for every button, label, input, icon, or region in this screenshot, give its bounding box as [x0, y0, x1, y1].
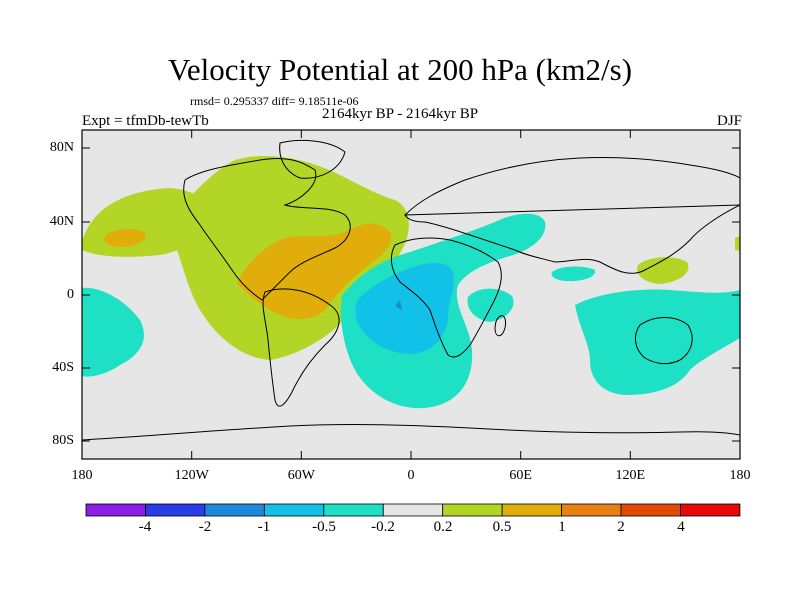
x-axis-ticks [81, 130, 741, 459]
negative-core-atlantic [355, 263, 454, 354]
colorbar-swatch-5 [382, 503, 444, 517]
y-axis-ticks [82, 147, 740, 442]
positive-core-north-pacific [104, 228, 146, 247]
negative-contour-south-pacific [82, 287, 144, 377]
negative-contour-east-africa [467, 288, 514, 322]
positive-contour-west-pacific [637, 257, 689, 284]
colorbar-swatch-0 [85, 503, 146, 517]
colorbar-label-0: -4 [138, 519, 152, 535]
season-label: DJF [716, 113, 742, 129]
colorbar-swatch-7 [501, 503, 562, 517]
negative-core-point [395, 300, 402, 310]
madagascar-coastline [494, 315, 506, 337]
australia-coastline [634, 317, 693, 365]
x-label-180e: 180 [729, 468, 751, 483]
colorbar-label-5: 0.2 [433, 519, 453, 535]
period-text: 2164kyr BP - 2164kyr BP [321, 106, 479, 122]
colorbar-label-2: -1 [257, 519, 271, 535]
colorbar-swatch-3 [263, 503, 325, 517]
y-label-80n: 80N [49, 140, 74, 155]
colorbar-label-4: -0.2 [371, 519, 395, 535]
negative-contour-indo-pacific [575, 289, 740, 395]
x-label-0: 0 [407, 468, 415, 483]
x-label-120e: 120E [615, 468, 646, 483]
y-label-0: 0 [67, 287, 74, 302]
colorbar-swatch-9 [620, 503, 681, 517]
negative-contour-south-asia [551, 266, 596, 282]
x-label-60e: 60E [509, 468, 532, 483]
greenland-coastline [279, 139, 346, 179]
africa-coastline [390, 237, 502, 358]
stats-text: rmsd= 0.295337 diff= 9.18511e-06 [190, 94, 359, 108]
south-america-coastline [262, 288, 340, 407]
colorbar-swatch-4 [323, 503, 384, 517]
north-america-coastline [183, 157, 351, 301]
y-label-80s: 80S [52, 433, 74, 448]
colorbar-label-1: -2 [198, 519, 212, 535]
colorbar-swatch-8 [561, 503, 622, 517]
coastlines [82, 139, 740, 441]
colorbar-label-7: 1 [558, 519, 566, 535]
positive-core-americas [237, 223, 392, 320]
x-label-120w: 120W [174, 468, 209, 483]
y-label-40s: 40S [52, 360, 74, 375]
colorbar-label-8: 2 [617, 519, 625, 535]
x-label-60w: 60W [287, 468, 315, 483]
colorbar-swatch-6 [442, 503, 503, 517]
x-label-180w: 180 [71, 468, 93, 483]
y-label-40n: 40N [49, 214, 74, 229]
positive-contour-edge [735, 236, 740, 251]
colorbar [85, 503, 741, 517]
experiment-label: Expt = tfmDb-tewTb [82, 113, 209, 129]
map-title: Velocity Potential at 200 hPa (km2/s) [167, 52, 633, 87]
colorbar-swatch-10 [680, 503, 741, 517]
colorbar-swatch-2 [204, 503, 265, 517]
colorbar-label-6: 0.5 [492, 519, 512, 535]
colorbar-label-9: 4 [677, 519, 685, 535]
europe-asia-coastline [404, 156, 740, 274]
antarctica-coastline [82, 424, 740, 441]
colorbar-label-3: -0.5 [312, 519, 336, 535]
colorbar-swatch-1 [145, 503, 206, 517]
